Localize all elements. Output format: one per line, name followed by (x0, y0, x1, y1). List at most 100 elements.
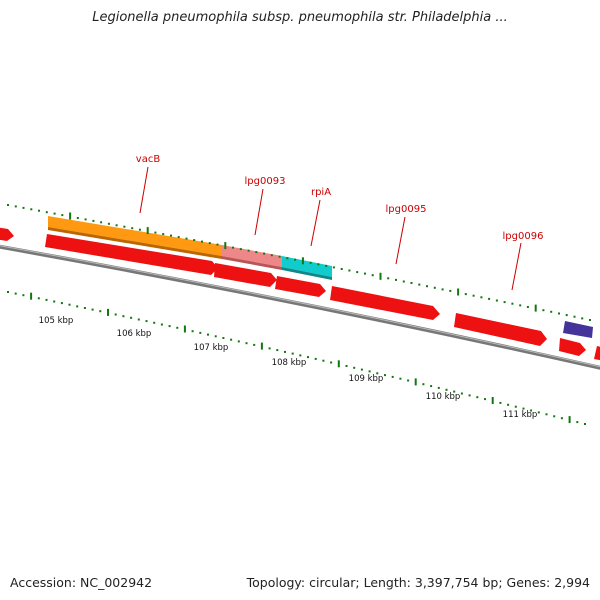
lower-minor-tick (469, 394, 471, 396)
lower-major-tick (338, 360, 340, 367)
lower-minor-tick (215, 335, 217, 337)
upper-minor-tick (178, 236, 180, 238)
cds-arrow-5[interactable] (454, 313, 547, 346)
upper-minor-tick (566, 314, 568, 316)
upper-major-tick (302, 257, 304, 264)
upper-minor-tick (7, 204, 9, 206)
lower-minor-tick (169, 325, 171, 327)
upper-minor-tick (77, 217, 79, 219)
cds-arrow-left-edge[interactable] (0, 227, 14, 241)
lower-minor-tick (276, 349, 278, 351)
upper-minor-tick (418, 284, 420, 286)
gene-label-vacb[interactable]: vacB (136, 154, 161, 165)
upper-minor-tick (341, 268, 343, 270)
lower-minor-tick (384, 374, 386, 376)
upper-minor-tick (271, 254, 273, 256)
lower-minor-tick (61, 302, 63, 304)
gene-label-lpg0093[interactable]: lpg0093 (245, 176, 286, 187)
upper-minor-tick (61, 214, 63, 216)
upper-minor-tick (23, 207, 25, 209)
upper-minor-tick (108, 223, 110, 225)
lower-minor-tick (146, 320, 148, 322)
lower-minor-tick (315, 358, 317, 360)
upper-minor-tick (542, 309, 544, 311)
upper-minor-tick (449, 290, 451, 292)
upper-minor-tick (372, 274, 374, 276)
lower-minor-tick (246, 342, 248, 344)
kbp-label-111: 111 kbp (503, 410, 538, 420)
lower-minor-tick (361, 369, 363, 371)
upper-major-tick (457, 289, 459, 296)
lower-minor-tick (515, 406, 517, 408)
lower-minor-tick (446, 389, 448, 391)
upper-minor-tick (465, 293, 467, 295)
lower-minor-tick (476, 396, 478, 398)
lower-minor-tick (369, 370, 371, 372)
lower-minor-tick (138, 319, 140, 321)
leader-lpg0095 (396, 217, 405, 264)
lower-minor-tick (438, 387, 440, 389)
upper-minor-tick (286, 257, 288, 259)
cds-arrow-6[interactable] (559, 338, 586, 356)
lower-minor-tick (38, 297, 40, 299)
accession-text: Accession: NC_002942 (10, 575, 152, 590)
lower-minor-tick (507, 404, 509, 406)
upper-minor-tick (46, 211, 48, 213)
upper-minor-tick (488, 298, 490, 300)
upper-minor-tick (263, 253, 265, 255)
upper-minor-tick (356, 271, 358, 273)
lower-minor-tick (161, 324, 163, 326)
lower-minor-tick (484, 398, 486, 400)
leader-vacb (140, 167, 148, 213)
upper-minor-tick (193, 239, 195, 241)
gene-purple[interactable] (563, 321, 593, 338)
leader-lpg0096 (512, 243, 521, 290)
upper-minor-tick (38, 210, 40, 212)
genome-map[interactable]: vacB lpg0093 rpiA lpg0095 lpg0096 105 kb… (0, 0, 600, 600)
cds-arrow-right-edge[interactable] (594, 346, 600, 362)
gene-label-rpia[interactable]: rpiA (311, 187, 331, 198)
upper-minor-tick (294, 259, 296, 261)
upper-minor-tick (240, 248, 242, 250)
lower-minor-tick (46, 299, 48, 301)
gene-label-lpg0096[interactable]: lpg0096 (503, 231, 544, 242)
upper-minor-tick (496, 300, 498, 302)
upper-minor-tick (574, 316, 576, 318)
upper-minor-tick (232, 247, 234, 249)
lower-major-tick (492, 397, 494, 404)
kbp-label-110: 110 kbp (426, 392, 461, 402)
lower-minor-tick (322, 360, 324, 362)
upper-minor-tick (317, 263, 319, 265)
upper-minor-tick (581, 317, 583, 319)
lower-minor-tick (84, 307, 86, 309)
upper-minor-tick (558, 313, 560, 315)
upper-minor-tick (395, 279, 397, 281)
lower-minor-tick (7, 291, 9, 293)
lower-minor-tick (76, 305, 78, 307)
upper-minor-tick (170, 235, 172, 237)
upper-minor-tick (511, 303, 513, 305)
kbp-label-109: 109 kbp (349, 374, 384, 384)
upper-major-tick (147, 227, 149, 234)
lower-minor-tick (299, 354, 301, 356)
upper-minor-tick (201, 241, 203, 243)
upper-minor-tick (123, 226, 125, 228)
lower-minor-tick (422, 383, 424, 385)
upper-minor-tick (333, 266, 335, 268)
gene-label-lpg0095[interactable]: lpg0095 (386, 204, 427, 215)
lower-minor-tick (253, 344, 255, 346)
lower-minor-tick (584, 423, 586, 425)
upper-minor-tick (217, 244, 219, 246)
upper-major-tick (224, 242, 226, 249)
lower-minor-tick (307, 356, 309, 358)
upper-minor-tick (411, 282, 413, 284)
lower-minor-tick (538, 411, 540, 413)
kbp-label-105: 105 kbp (39, 316, 74, 326)
upper-minor-tick (186, 238, 188, 240)
lower-minor-tick (176, 327, 178, 329)
lower-minor-tick (269, 347, 271, 349)
upper-major-tick (69, 213, 71, 220)
cds-arrow-3[interactable] (275, 276, 326, 297)
lower-major-tick (261, 343, 263, 350)
upper-minor-tick (15, 205, 17, 207)
